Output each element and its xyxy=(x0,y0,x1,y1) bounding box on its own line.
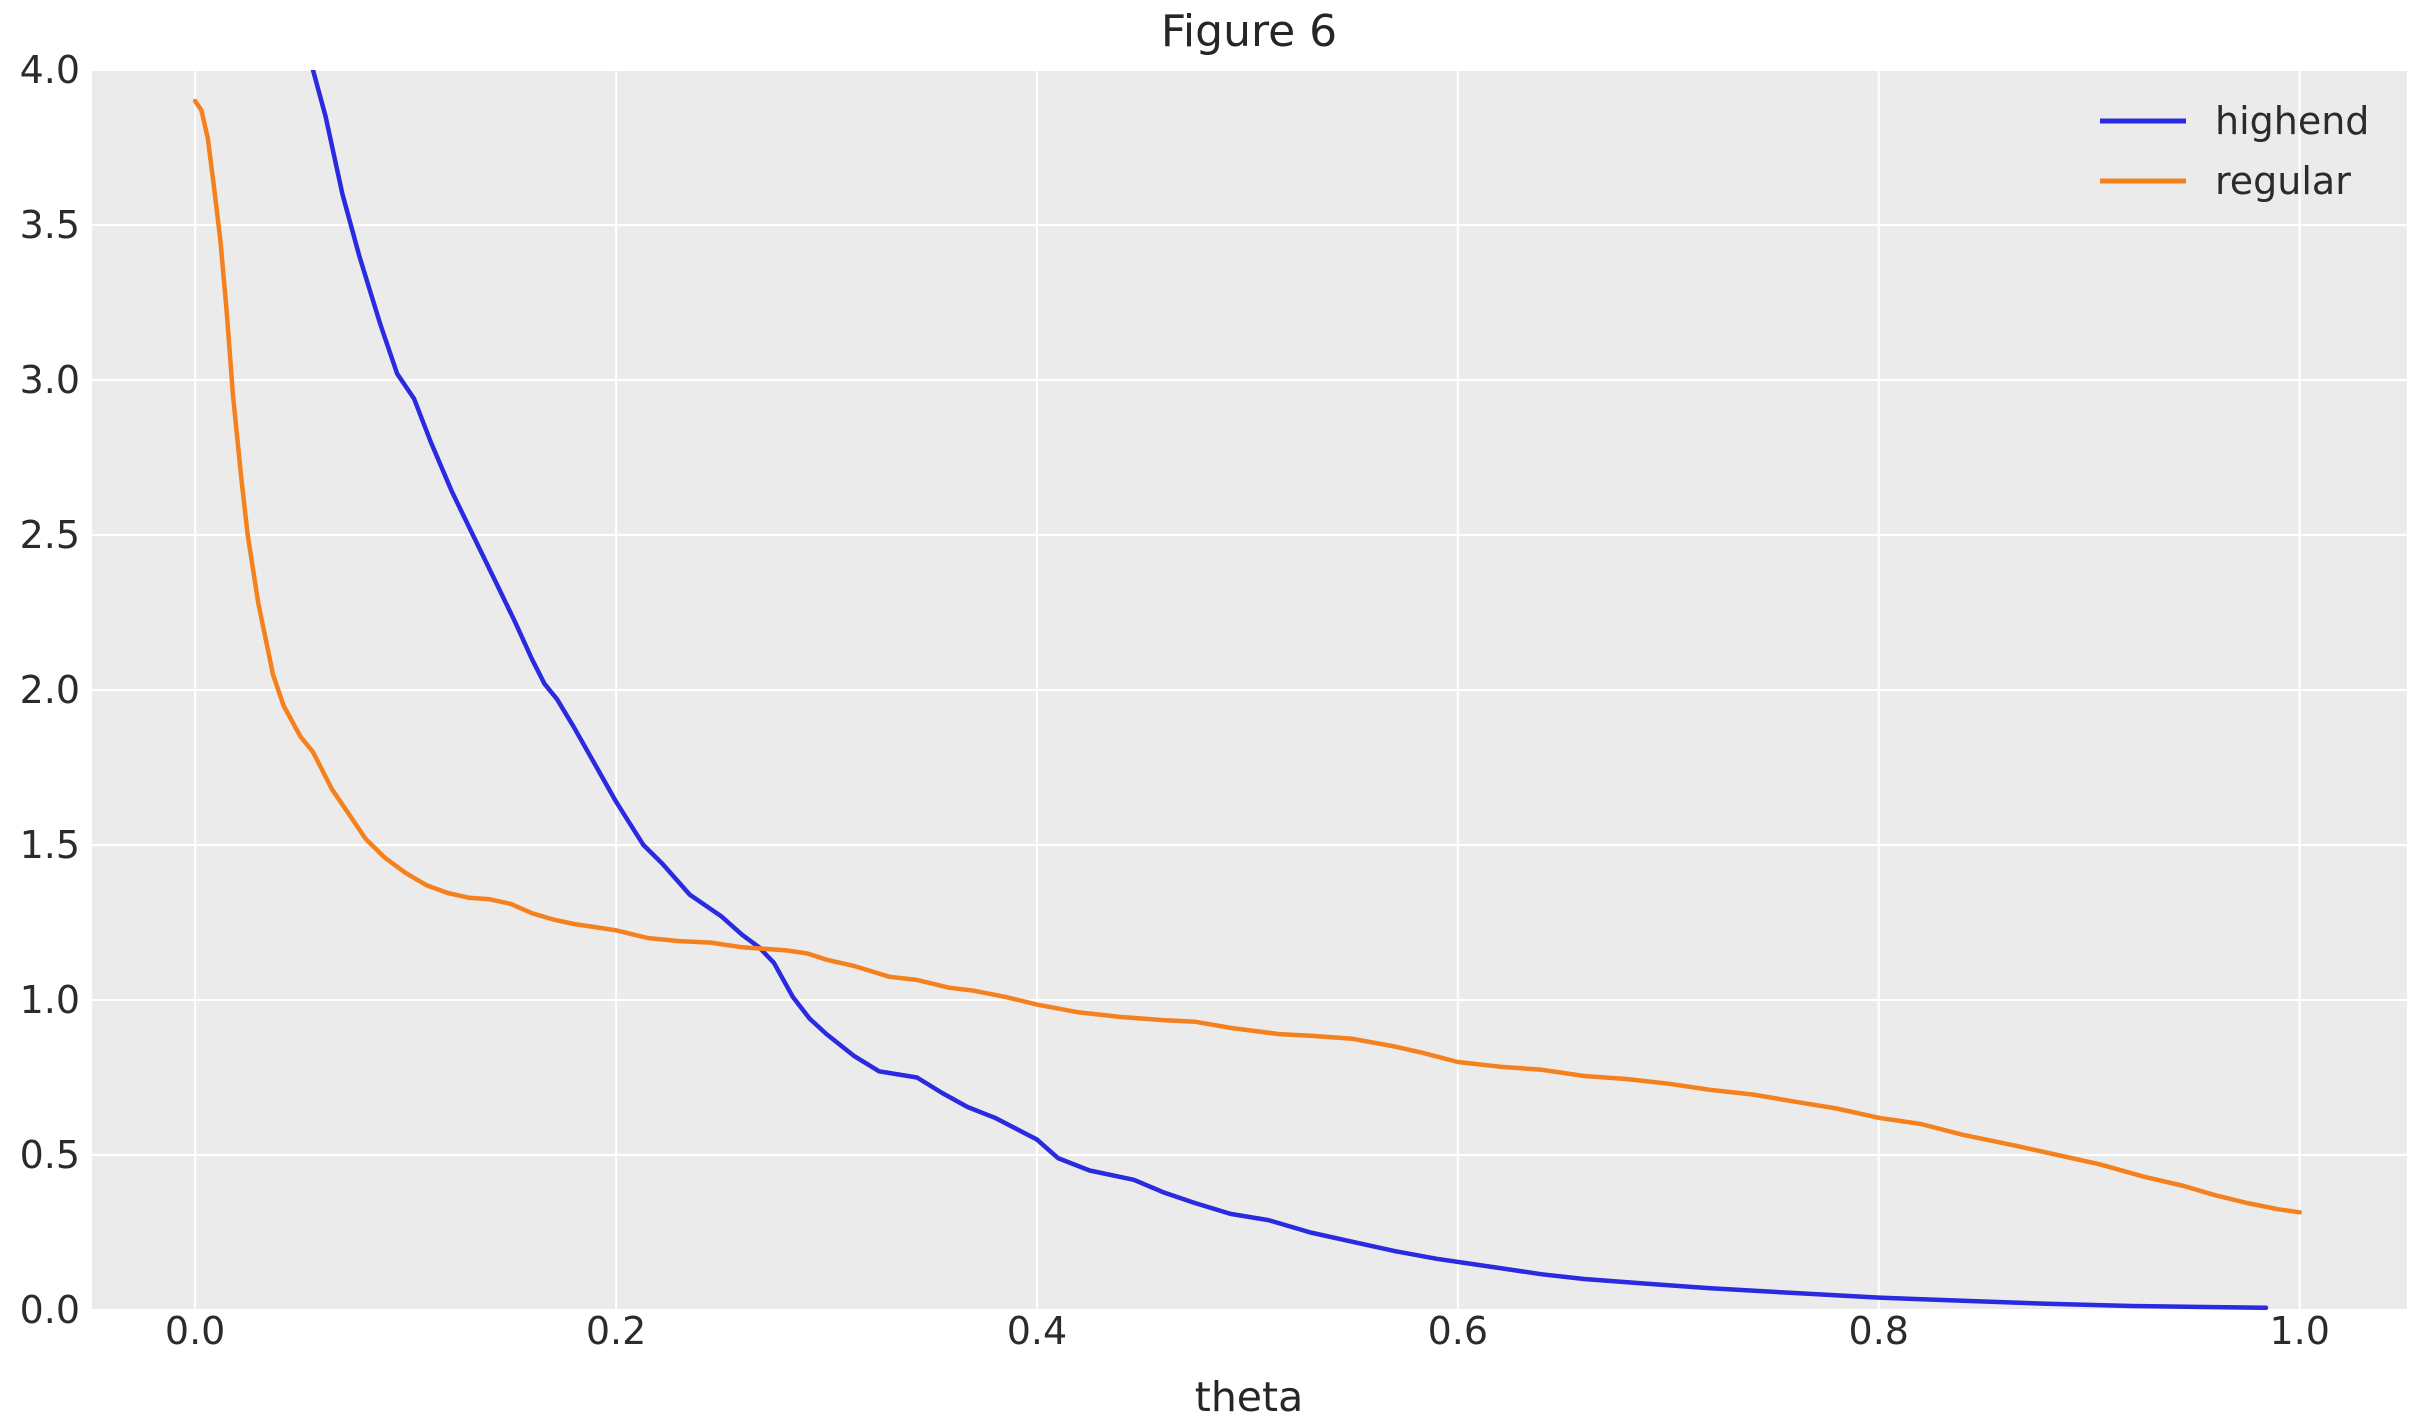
y-tick-label: 1.5 xyxy=(20,823,80,867)
x-tick-label: 0.4 xyxy=(1007,1309,1067,1353)
y-tick-label: 2.5 xyxy=(20,513,80,557)
legend: highend regular xyxy=(2100,99,2369,203)
x-tick-labels: 0.0 0.2 0.4 0.6 0.8 1.0 xyxy=(165,1309,2330,1353)
series-line-regular xyxy=(192,98,2302,1215)
y-tick-label: 0.0 xyxy=(20,1288,80,1332)
x-axis-label: theta xyxy=(1195,1373,1304,1421)
x-tick-label: 0.6 xyxy=(1428,1309,1488,1353)
y-tick-label: 0.5 xyxy=(20,1133,80,1177)
x-tick-label: 0.8 xyxy=(1849,1309,1909,1353)
x-tick-label: 0.0 xyxy=(165,1309,225,1353)
legend-label-highend: highend xyxy=(2215,99,2369,143)
y-tick-label: 1.0 xyxy=(20,978,80,1022)
gridlines xyxy=(92,69,2407,1311)
x-tick-label: 1.0 xyxy=(2269,1309,2329,1353)
chart-title: Figure 6 xyxy=(1161,6,1337,57)
series-line-highend xyxy=(310,70,2269,1310)
series-lines xyxy=(192,70,2302,1310)
x-tick-label: 0.2 xyxy=(586,1309,646,1353)
y-tick-label: 4.0 xyxy=(20,48,80,92)
y-tick-label: 3.5 xyxy=(20,203,80,247)
y-tick-label: 2.0 xyxy=(20,668,80,712)
y-tick-label: 3.0 xyxy=(20,358,80,402)
legend-label-regular: regular xyxy=(2215,159,2351,203)
y-tick-labels: 0.0 0.5 1.0 1.5 2.0 2.5 3.0 3.5 4.0 xyxy=(20,48,80,1332)
